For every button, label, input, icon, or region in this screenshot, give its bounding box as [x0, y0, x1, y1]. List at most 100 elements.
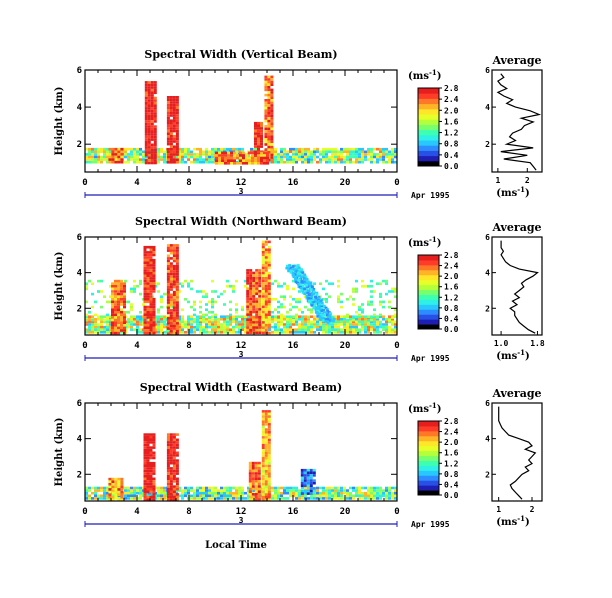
- heatmap-cell: [157, 497, 160, 500]
- heatmap-cell: [130, 320, 133, 324]
- heatmap-cell: [175, 459, 179, 462]
- heatmap-cell: [300, 281, 304, 284]
- heatmap-cell: [150, 151, 154, 154]
- heatmap-cell: [217, 318, 220, 321]
- heatmap-cell: [88, 279, 91, 283]
- heatmap-cell: [340, 147, 343, 151]
- heatmap-cell: [267, 438, 271, 442]
- colorbar-tick-label: 2.0: [444, 272, 459, 281]
- heatmap-cell: [251, 472, 255, 475]
- x-tick-label: 20: [340, 178, 351, 188]
- x-tick-label: 16: [288, 341, 299, 351]
- heatmap-cell: [175, 161, 179, 164]
- heatmap-cell: [261, 446, 265, 450]
- heatmap-cell: [190, 323, 193, 326]
- heatmap-cell: [313, 282, 316, 285]
- heatmap-cell: [252, 292, 256, 296]
- colorbar-segment: [418, 155, 439, 162]
- heatmap-cell: [349, 318, 352, 321]
- heatmap-cell: [108, 498, 112, 502]
- heatmap-cell: [152, 321, 156, 324]
- heatmap-cell: [283, 489, 286, 492]
- heatmap-cell: [152, 456, 156, 460]
- heatmap-cell: [146, 438, 150, 442]
- heatmap-cell: [367, 323, 370, 326]
- heatmap-cell: [298, 494, 301, 498]
- heatmap-cell: [267, 305, 271, 309]
- heatmap-cell: [257, 467, 261, 470]
- heatmap-cell: [313, 315, 316, 318]
- heatmap-cell: [277, 325, 280, 329]
- heatmap-cell: [100, 150, 103, 154]
- heatmap-cell: [152, 251, 156, 254]
- heatmap-cell: [143, 297, 147, 301]
- heatmap-cell: [149, 441, 153, 444]
- heatmap-cell: [172, 251, 176, 255]
- heatmap-cell: [205, 153, 208, 156]
- heatmap-cell: [184, 494, 187, 498]
- heatmap-cell: [358, 486, 361, 490]
- heatmap-cell: [169, 122, 173, 125]
- heatmap-cell: [271, 320, 274, 324]
- colorbar-segment: [418, 470, 439, 476]
- heatmap-cell: [169, 285, 173, 289]
- heatmap-cell: [382, 489, 385, 492]
- heatmap-cell: [152, 300, 156, 304]
- heatmap-cell: [190, 328, 193, 331]
- heatmap-cell: [325, 311, 329, 315]
- colorbar-segment: [418, 269, 439, 276]
- heatmap-cell: [157, 158, 160, 161]
- heatmap-cell: [169, 480, 173, 483]
- heatmap-cell: [229, 494, 232, 498]
- heatmap-cell: [146, 253, 150, 257]
- heatmap-cell: [267, 251, 271, 254]
- heatmap-cell: [264, 482, 268, 486]
- heatmap-cell: [166, 309, 170, 312]
- colorbar-segment: [418, 304, 439, 310]
- heatmap-cell: [199, 328, 202, 331]
- heatmap-cell: [355, 153, 358, 156]
- heatmap-cell: [149, 308, 153, 311]
- heatmap-cell: [120, 292, 123, 296]
- heatmap-cell: [267, 248, 271, 251]
- heatmap-cell: [146, 282, 150, 285]
- heatmap-cell: [295, 147, 298, 151]
- heatmap-cell: [274, 308, 277, 311]
- heatmap-cell: [106, 147, 109, 151]
- heatmap-cell: [175, 246, 179, 250]
- heatmap-cell: [150, 122, 154, 126]
- heatmap-cell: [111, 318, 114, 322]
- heatmap-cell: [120, 158, 124, 161]
- heatmap-cell: [325, 486, 328, 490]
- heatmap-cell: [264, 261, 268, 264]
- heatmap-cell: [108, 155, 112, 159]
- heatmap-cell: [175, 280, 179, 284]
- heatmap-cell: [274, 325, 277, 329]
- heatmap-cell: [229, 320, 232, 324]
- heatmap-cell: [304, 283, 308, 287]
- heatmap-cell: [208, 320, 211, 324]
- heatmap-cell: [326, 318, 329, 321]
- heatmap-cell: [286, 325, 289, 329]
- heatmap-cell: [267, 277, 271, 280]
- heatmap-cell: [364, 486, 367, 490]
- heatmap-cell: [264, 112, 268, 115]
- heatmap-cell: [152, 451, 156, 455]
- heatmap-cell: [181, 160, 184, 164]
- heatmap-cell: [382, 318, 385, 321]
- heatmap-cell: [103, 491, 106, 495]
- heatmap-cell: [152, 435, 156, 439]
- heatmap-cell: [261, 269, 265, 272]
- heatmap-cell: [175, 487, 179, 491]
- heatmap-cell: [172, 148, 176, 151]
- heatmap-cell: [211, 494, 214, 498]
- heatmap-cell: [149, 487, 153, 491]
- heatmap-cell: [355, 318, 358, 321]
- heatmap-cell: [169, 124, 173, 128]
- colorbar-tick-label: 0.0: [444, 162, 459, 171]
- heatmap-cell: [364, 158, 367, 161]
- heatmap-cell: [247, 315, 250, 318]
- heatmap-cell: [277, 491, 280, 495]
- heatmap-cell: [304, 160, 307, 164]
- colorbar-segment: [418, 455, 439, 461]
